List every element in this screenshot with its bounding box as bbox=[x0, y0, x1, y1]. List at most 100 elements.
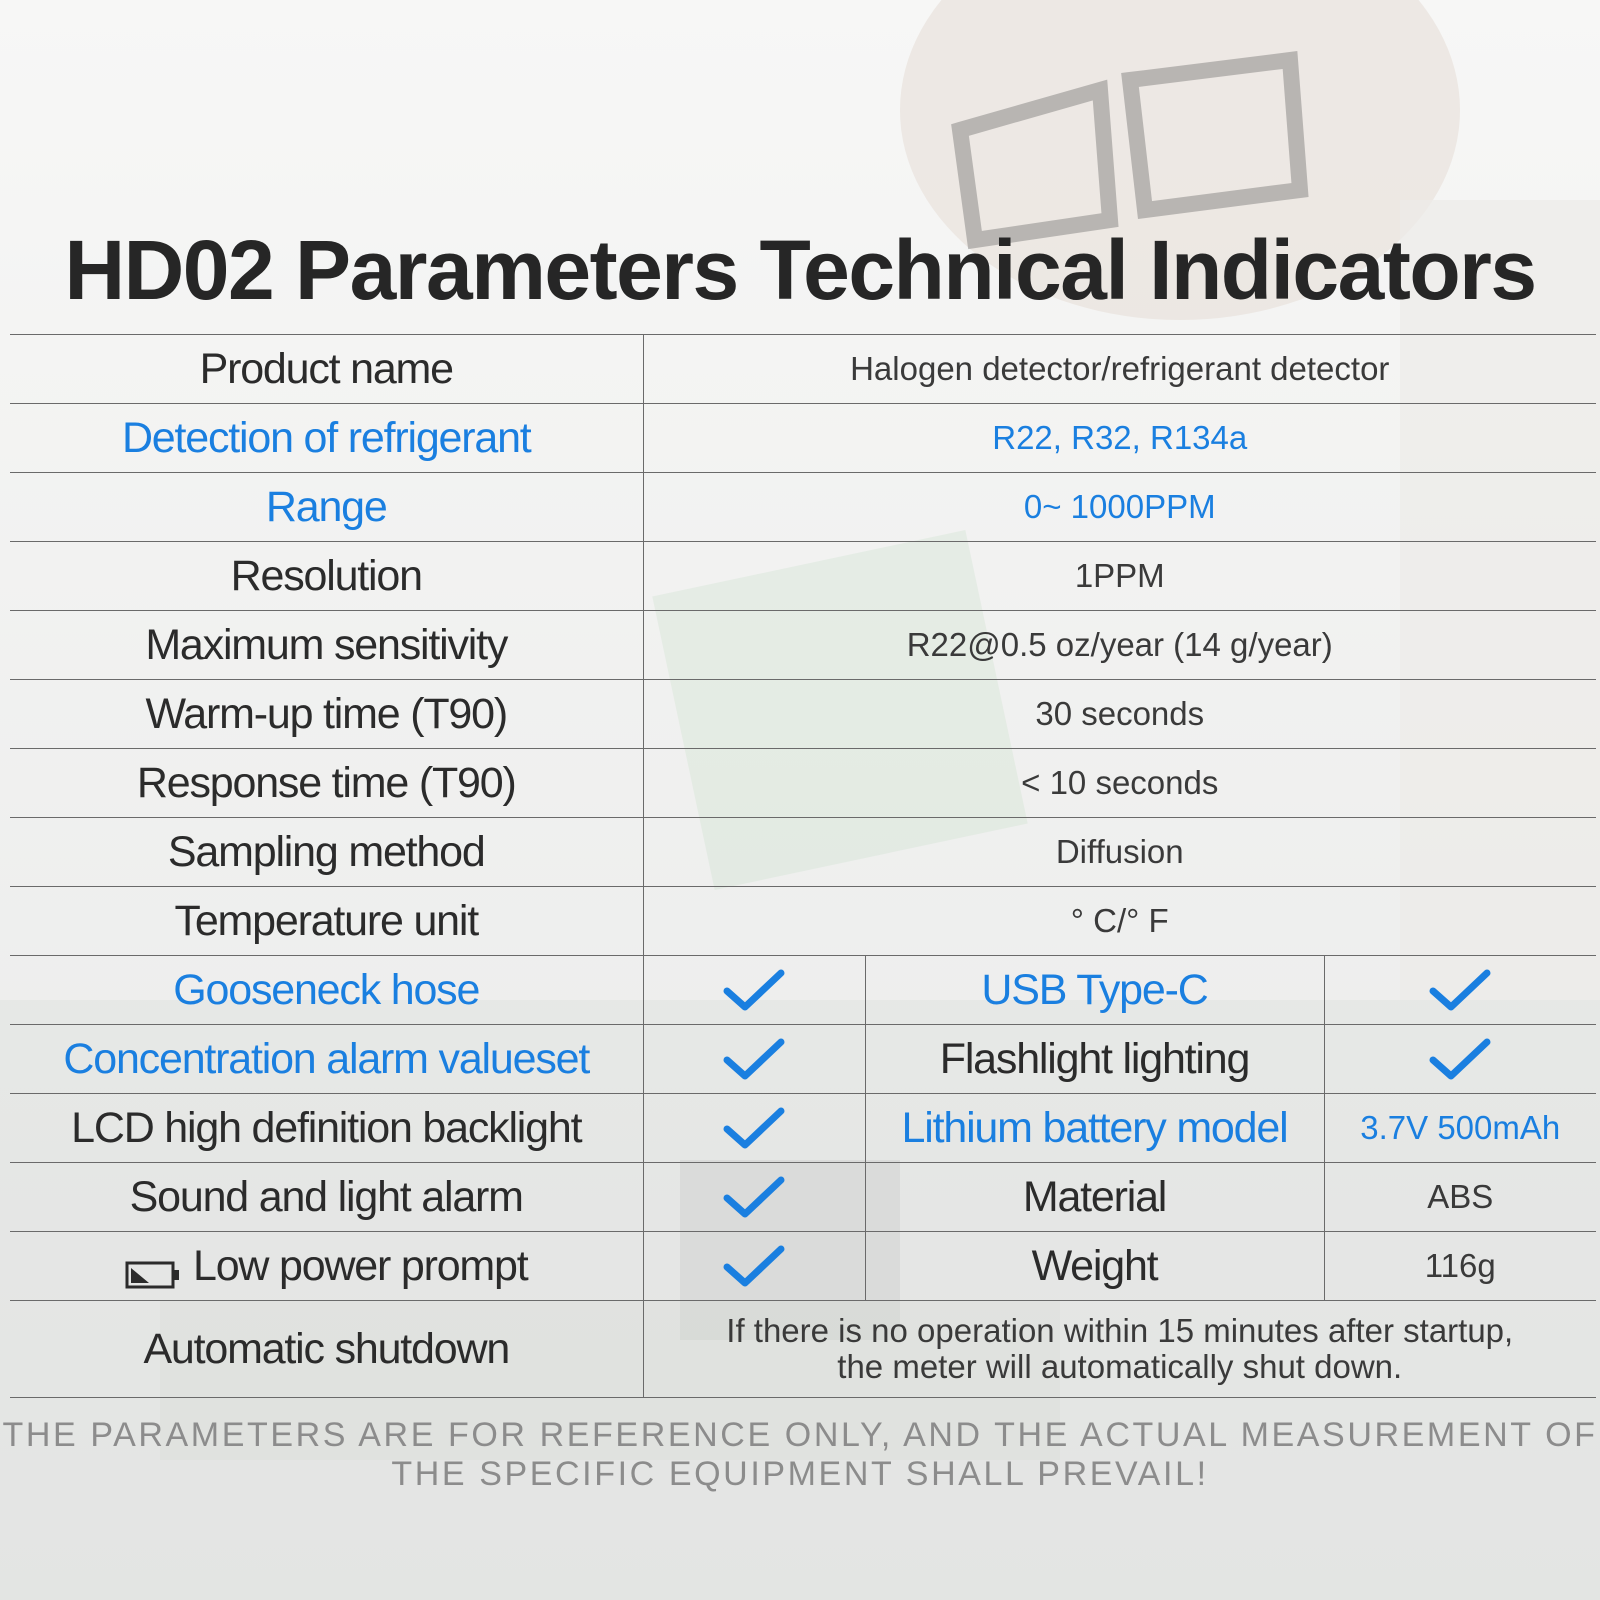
spec-label-cell: Resolution bbox=[10, 541, 643, 611]
spec-label: Maximum sensitivity bbox=[145, 620, 508, 669]
feature-label: Gooseneck hose bbox=[173, 965, 480, 1014]
spec-label: Temperature unit bbox=[174, 896, 480, 945]
spec-value-cell: Diffusion bbox=[642, 817, 1596, 887]
shutdown-line-1: If there is no operation within 15 minut… bbox=[726, 1312, 1514, 1349]
spec-row: Detection of refrigerant R22, R32, R134a bbox=[10, 403, 1596, 473]
feature-label-cell: Material bbox=[864, 1162, 1324, 1232]
feature-label: Material bbox=[1022, 1172, 1168, 1221]
spec-label-cell: Product name bbox=[10, 334, 643, 404]
spec-value-cell: R22, R32, R134a bbox=[642, 403, 1596, 473]
spec-value-cell: 1PPM bbox=[642, 541, 1596, 611]
shutdown-row: Automatic shutdown If there is no operat… bbox=[10, 1300, 1596, 1398]
spec-label: Sampling method bbox=[167, 827, 486, 876]
spec-row: Resolution 1PPM bbox=[10, 541, 1596, 611]
spec-value-cell: Halogen detector/refrigerant detector bbox=[642, 334, 1596, 404]
feature-check-cell bbox=[1323, 1024, 1596, 1094]
feature-label-cell: Gooseneck hose bbox=[10, 955, 643, 1025]
check-icon bbox=[723, 1038, 785, 1080]
check-icon bbox=[723, 1107, 785, 1149]
feature-row: Concentration alarm valueset Flashlight … bbox=[10, 1024, 1596, 1094]
disclaimer-line-2: THE SPECIFIC EQUIPMENT SHALL PREVAIL! bbox=[391, 1455, 1209, 1493]
spec-value-cell: < 10 seconds bbox=[642, 748, 1596, 818]
spec-label-cell: Response time (T90) bbox=[10, 748, 643, 818]
spec-value: 1PPM bbox=[1074, 557, 1165, 594]
feature-label-cell: Low power prompt bbox=[10, 1231, 643, 1301]
feature-label: Low power prompt bbox=[192, 1241, 529, 1290]
spec-value: < 10 seconds bbox=[1021, 764, 1219, 801]
feature-row: Gooseneck hose USB Type-C bbox=[10, 955, 1596, 1025]
spec-row: Range 0~ 1000PPM bbox=[10, 472, 1596, 542]
feature-label-cell: Flashlight lighting bbox=[864, 1024, 1324, 1094]
spec-table: Product name Halogen detector/refrigeran… bbox=[10, 334, 1596, 1398]
spec-row: Sampling method Diffusion bbox=[10, 817, 1596, 887]
spec-value: R22@0.5 oz/year (14 g/year) bbox=[906, 626, 1333, 663]
spec-label-cell: Warm-up time (T90) bbox=[10, 679, 643, 749]
spec-row: Product name Halogen detector/refrigeran… bbox=[10, 334, 1596, 404]
spec-row: Response time (T90) < 10 seconds bbox=[10, 748, 1596, 818]
feature-label: USB Type-C bbox=[981, 965, 1208, 1014]
feature-row: Sound and light alarm Material ABS bbox=[10, 1162, 1596, 1232]
feature-value-cell: 3.7V 500mAh bbox=[1323, 1093, 1596, 1163]
check-icon bbox=[723, 969, 785, 1011]
spec-value: ° C/° F bbox=[1070, 902, 1169, 939]
spec-label: Warm-up time (T90) bbox=[145, 689, 509, 738]
shutdown-label-cell: Automatic shutdown bbox=[10, 1300, 643, 1398]
spec-value: 30 seconds bbox=[1035, 695, 1205, 732]
page-title: HD02 Parameters Technical Indicators bbox=[64, 223, 1537, 317]
check-icon bbox=[723, 1176, 785, 1218]
feature-label-cell: Weight bbox=[864, 1231, 1324, 1301]
feature-row: Low power prompt Weight 116g bbox=[10, 1231, 1596, 1301]
spec-value: Halogen detector/refrigerant detector bbox=[850, 350, 1390, 387]
feature-label-cell: Sound and light alarm bbox=[10, 1162, 643, 1232]
feature-check-cell bbox=[642, 1231, 865, 1301]
feature-check-cell bbox=[642, 1024, 865, 1094]
feature-row: LCD high definition backlight Lithium ba… bbox=[10, 1093, 1596, 1163]
spec-row: Warm-up time (T90) 30 seconds bbox=[10, 679, 1596, 749]
feature-check-cell bbox=[642, 1093, 865, 1163]
feature-label-cell: USB Type-C bbox=[864, 955, 1324, 1025]
spec-row: Temperature unit ° C/° F bbox=[10, 886, 1596, 956]
spec-label: Product name bbox=[199, 344, 455, 393]
feature-label-cell: Concentration alarm valueset bbox=[10, 1024, 643, 1094]
check-icon bbox=[723, 1245, 785, 1287]
feature-value-cell: 116g bbox=[1323, 1231, 1596, 1301]
feature-value-cell: ABS bbox=[1323, 1162, 1596, 1232]
spec-label: Resolution bbox=[230, 551, 423, 600]
feature-label-cell: Lithium battery model bbox=[864, 1093, 1324, 1163]
spec-value-cell: ° C/° F bbox=[642, 886, 1596, 956]
feature-label: Concentration alarm valueset bbox=[63, 1034, 590, 1083]
feature-label: LCD high definition backlight bbox=[71, 1103, 582, 1152]
spec-label-cell: Maximum sensitivity bbox=[10, 610, 643, 680]
feature-check-cell bbox=[642, 955, 865, 1025]
spec-label-cell: Range bbox=[10, 472, 643, 542]
spec-value-cell: R22@0.5 oz/year (14 g/year) bbox=[642, 610, 1596, 680]
shutdown-line-2: the meter will automatically shut down. bbox=[837, 1348, 1403, 1385]
spec-label: Range bbox=[265, 482, 388, 531]
feature-label-cell: LCD high definition backlight bbox=[10, 1093, 643, 1163]
feature-label: Sound and light alarm bbox=[129, 1172, 524, 1221]
shutdown-label: Automatic shutdown bbox=[143, 1324, 510, 1373]
feature-value: ABS bbox=[1427, 1178, 1494, 1215]
spec-value: 0~ 1000PPM bbox=[1023, 488, 1216, 525]
spec-value: R22, R32, R134a bbox=[992, 419, 1248, 456]
spec-label-cell: Temperature unit bbox=[10, 886, 643, 956]
spec-label: Detection of refrigerant bbox=[121, 413, 532, 462]
feature-value: 116g bbox=[1424, 1247, 1496, 1284]
spec-label: Response time (T90) bbox=[136, 758, 517, 807]
check-icon bbox=[1429, 969, 1491, 1011]
feature-label: Flashlight lighting bbox=[939, 1034, 1251, 1083]
spec-label-cell: Sampling method bbox=[10, 817, 643, 887]
spec-label-cell: Detection of refrigerant bbox=[10, 403, 643, 473]
low-battery-icon bbox=[125, 1261, 179, 1289]
feature-label: Lithium battery model bbox=[901, 1103, 1289, 1152]
spec-value-cell: 30 seconds bbox=[642, 679, 1596, 749]
feature-check-cell bbox=[642, 1162, 865, 1232]
disclaimer-note: THE PARAMETERS ARE FOR REFERENCE ONLY, A… bbox=[0, 1416, 1600, 1494]
spec-row: Maximum sensitivity R22@0.5 oz/year (14 … bbox=[10, 610, 1596, 680]
feature-value: 3.7V 500mAh bbox=[1360, 1109, 1561, 1146]
spec-value-cell: 0~ 1000PPM bbox=[642, 472, 1596, 542]
shutdown-value-cell: If there is no operation within 15 minut… bbox=[642, 1300, 1596, 1398]
feature-label: Weight bbox=[1031, 1241, 1159, 1290]
disclaimer-line-1: THE PARAMETERS ARE FOR REFERENCE ONLY, A… bbox=[2, 1416, 1598, 1454]
feature-check-cell bbox=[1323, 955, 1596, 1025]
